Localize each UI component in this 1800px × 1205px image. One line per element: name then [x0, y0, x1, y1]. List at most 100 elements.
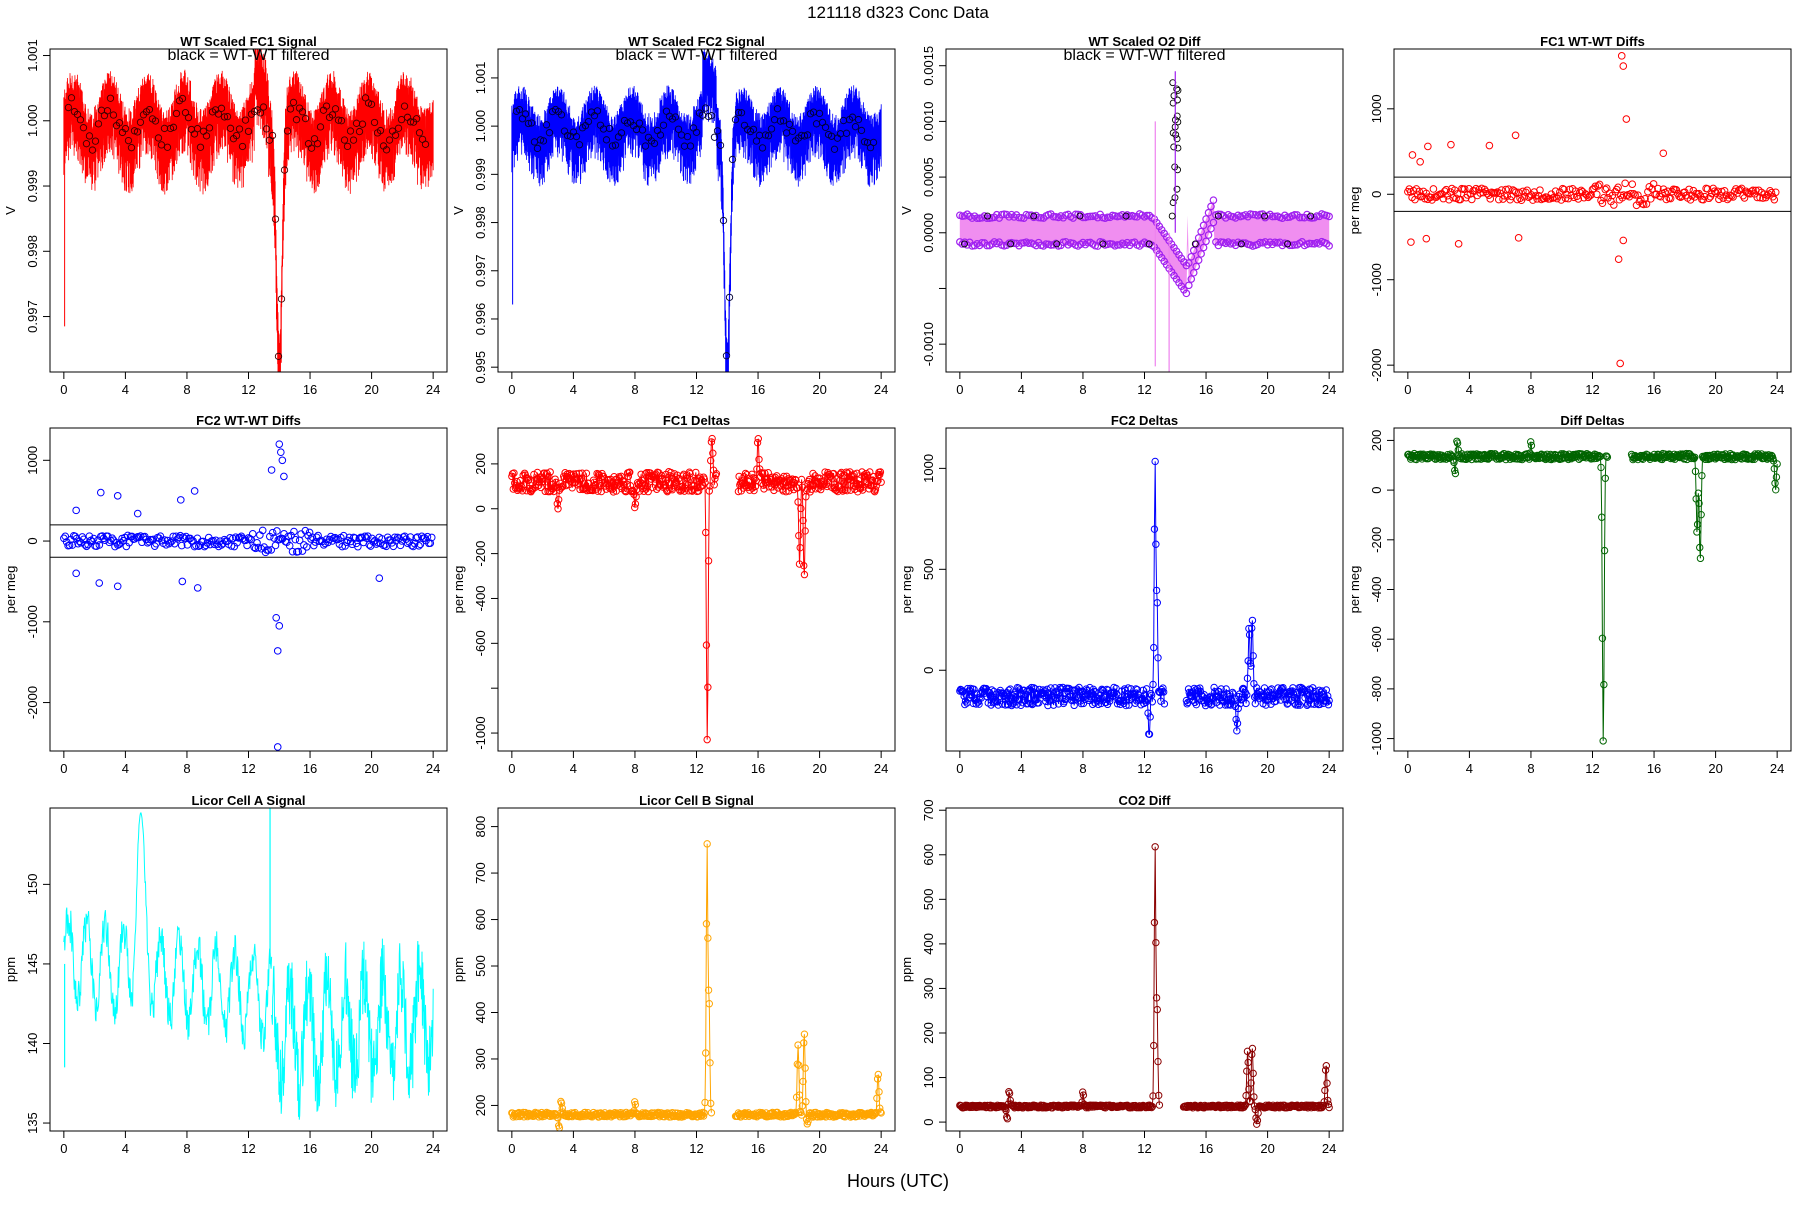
- o2-diff-upper-point: [1069, 214, 1077, 222]
- fc2-deltas-point: [1041, 687, 1049, 695]
- fc2-signal-filtered-point: [800, 132, 809, 140]
- fc1-signal-filtered-point: [232, 131, 241, 140]
- fc2-wt-diffs-point: [227, 542, 236, 550]
- fc2-deltas-point: [975, 700, 983, 708]
- o2-diff-xtick-label: 12: [1137, 382, 1151, 397]
- fc1-signal-filtered-point: [400, 102, 409, 110]
- figure-xlabel: Hours (UTC): [847, 1171, 949, 1191]
- fc2-wt-diffs-outlier: [267, 466, 276, 474]
- fc2-signal-filtered-point: [536, 136, 545, 144]
- fc2-wt-diffs-point: [95, 541, 104, 549]
- fc2-wt-diffs-xtick-label: 20: [364, 761, 378, 776]
- fc1-signal-filtered-point: [109, 111, 118, 119]
- o2-diff-filtered-point: [1173, 85, 1181, 93]
- fc1-deltas-point: [580, 479, 588, 487]
- fc2-signal-xtick-label: 4: [570, 382, 577, 397]
- fc2-wt-diffs-xtick-label: 24: [426, 761, 440, 776]
- fc2-signal-filtered-point: [752, 137, 761, 145]
- fc2-signal-filtered-point: [710, 133, 719, 141]
- fc2-deltas-point: [998, 700, 1007, 708]
- fc1-wt-diffs-point: [1685, 185, 1693, 194]
- co2-diff-point: [1150, 1041, 1158, 1050]
- o2-diff-filtered-point: [1170, 92, 1178, 100]
- diff-deltas-xtick-label: 20: [1708, 761, 1722, 776]
- fc2-signal-filtered-point: [713, 127, 722, 135]
- diff-deltas-point: [1694, 489, 1703, 497]
- licor-b-ytick-label: 600: [473, 909, 488, 931]
- fc2-deltas-point: [994, 701, 1002, 709]
- licor-b-point: [799, 1077, 807, 1086]
- licor-b-xtick-label: 12: [689, 1141, 703, 1156]
- fc2-wt-diffs-outlier: [190, 487, 199, 495]
- fc1-signal-ytick-label: 1.000: [25, 105, 40, 138]
- fc2-deltas-point: [1150, 643, 1158, 652]
- licor-b-point: [698, 1111, 706, 1119]
- fc1-wt-diffs-point: [1666, 194, 1675, 203]
- co2-diff-ytick-label: 700: [921, 799, 936, 821]
- diff-deltas-point: [1447, 451, 1455, 460]
- fc1-signal-ytick-label: 0.999: [25, 170, 40, 203]
- fc1-signal-filtered-point: [370, 118, 379, 127]
- fc1-deltas-point: [558, 483, 566, 491]
- o2-diff-upper-point: [1005, 213, 1013, 221]
- fc2-wt-diffs-point: [291, 535, 300, 544]
- fc2-signal-filtered-point: [575, 141, 584, 149]
- fc2-deltas-point: [1221, 694, 1229, 702]
- fc2-signal-filtered-point: [542, 121, 551, 129]
- licor-b-point: [797, 1111, 806, 1119]
- co2-diff-ytick-label: 600: [921, 844, 936, 866]
- licor-a-xtick-label: 4: [122, 1141, 129, 1156]
- fc1-deltas-title: FC1 Deltas: [663, 413, 730, 428]
- diff-deltas-point: [1598, 513, 1606, 521]
- fc2-wt-diffs-point: [65, 541, 74, 550]
- fc1-wt-diffs-title: FC1 WT-WT Diffs: [1540, 34, 1645, 49]
- licor-b-point: [701, 1098, 709, 1107]
- fc1-deltas-xtick-label: 4: [570, 761, 577, 776]
- fc2-deltas-point: [1245, 631, 1254, 639]
- diff-deltas-point: [1451, 469, 1460, 478]
- fc2-signal-filtered-point: [641, 142, 650, 150]
- o2-diff-upper-point: [1084, 212, 1092, 221]
- fc2-wt-diffs-outlier: [178, 577, 187, 586]
- fc2-deltas-xtick-label: 8: [1079, 761, 1086, 776]
- fc2-signal-xtick-label: 16: [751, 382, 765, 397]
- fc2-deltas-point: [1239, 684, 1247, 693]
- fc1-signal-filtered-point: [67, 94, 76, 102]
- licor-b-point: [705, 1000, 713, 1008]
- fc1-signal-filtered-point: [214, 110, 223, 118]
- o2-diff-upper-point: [1015, 213, 1023, 222]
- fc1-deltas-point: [694, 487, 703, 495]
- fc2-wt-diffs-xtick-label: 12: [241, 761, 255, 776]
- fc1-wt-diffs-ytick-label: 1000: [1369, 94, 1384, 123]
- fc2-deltas-point: [1099, 686, 1108, 695]
- fc1-deltas-point: [648, 483, 657, 492]
- co2-diff-xtick-label: 4: [1018, 1141, 1025, 1156]
- fc1-wt-diffs-xtick-label: 0: [1404, 382, 1411, 397]
- fc2-signal-filtered-point: [692, 128, 701, 136]
- fc1-deltas-point: [539, 477, 547, 485]
- fc2-deltas-point: [1243, 691, 1251, 699]
- o2-diff-lower-point: [1290, 241, 1299, 249]
- fc1-signal-filtered-point: [190, 130, 199, 138]
- fc1-deltas-point: [795, 531, 803, 540]
- diff-deltas-point: [1597, 463, 1605, 472]
- fc2-wt-diffs-outlier: [95, 579, 104, 587]
- o2-diff-upper-point: [1182, 261, 1191, 270]
- fc1-wt-diffs-point: [1445, 195, 1453, 204]
- fc2-wt-diffs-title: FC2 WT-WT Diffs: [196, 413, 301, 428]
- diff-deltas-point: [1693, 528, 1701, 536]
- fc1-wt-diffs-ylabel: per meg: [1347, 187, 1362, 235]
- fc2-signal-filtered-point: [704, 112, 713, 121]
- fc1-wt-diffs-point: [1627, 189, 1635, 198]
- o2-diff-upper-point: [1194, 234, 1203, 242]
- o2-diff-upper-point: [1209, 196, 1218, 204]
- co2-diff-point: [1253, 1116, 1262, 1125]
- licor-b-xtick-label: 8: [631, 1141, 638, 1156]
- co2-diff-point: [1147, 1103, 1156, 1112]
- co2-diff-ytick-label: 300: [921, 978, 936, 1000]
- fc2-signal-filtered-point: [761, 131, 770, 139]
- fc2-signal-filtered-point: [758, 144, 767, 152]
- o2-diff-filtered-point: [1122, 212, 1130, 220]
- fc2-signal-filtered-point: [521, 110, 530, 118]
- licor-b-point: [609, 1110, 618, 1118]
